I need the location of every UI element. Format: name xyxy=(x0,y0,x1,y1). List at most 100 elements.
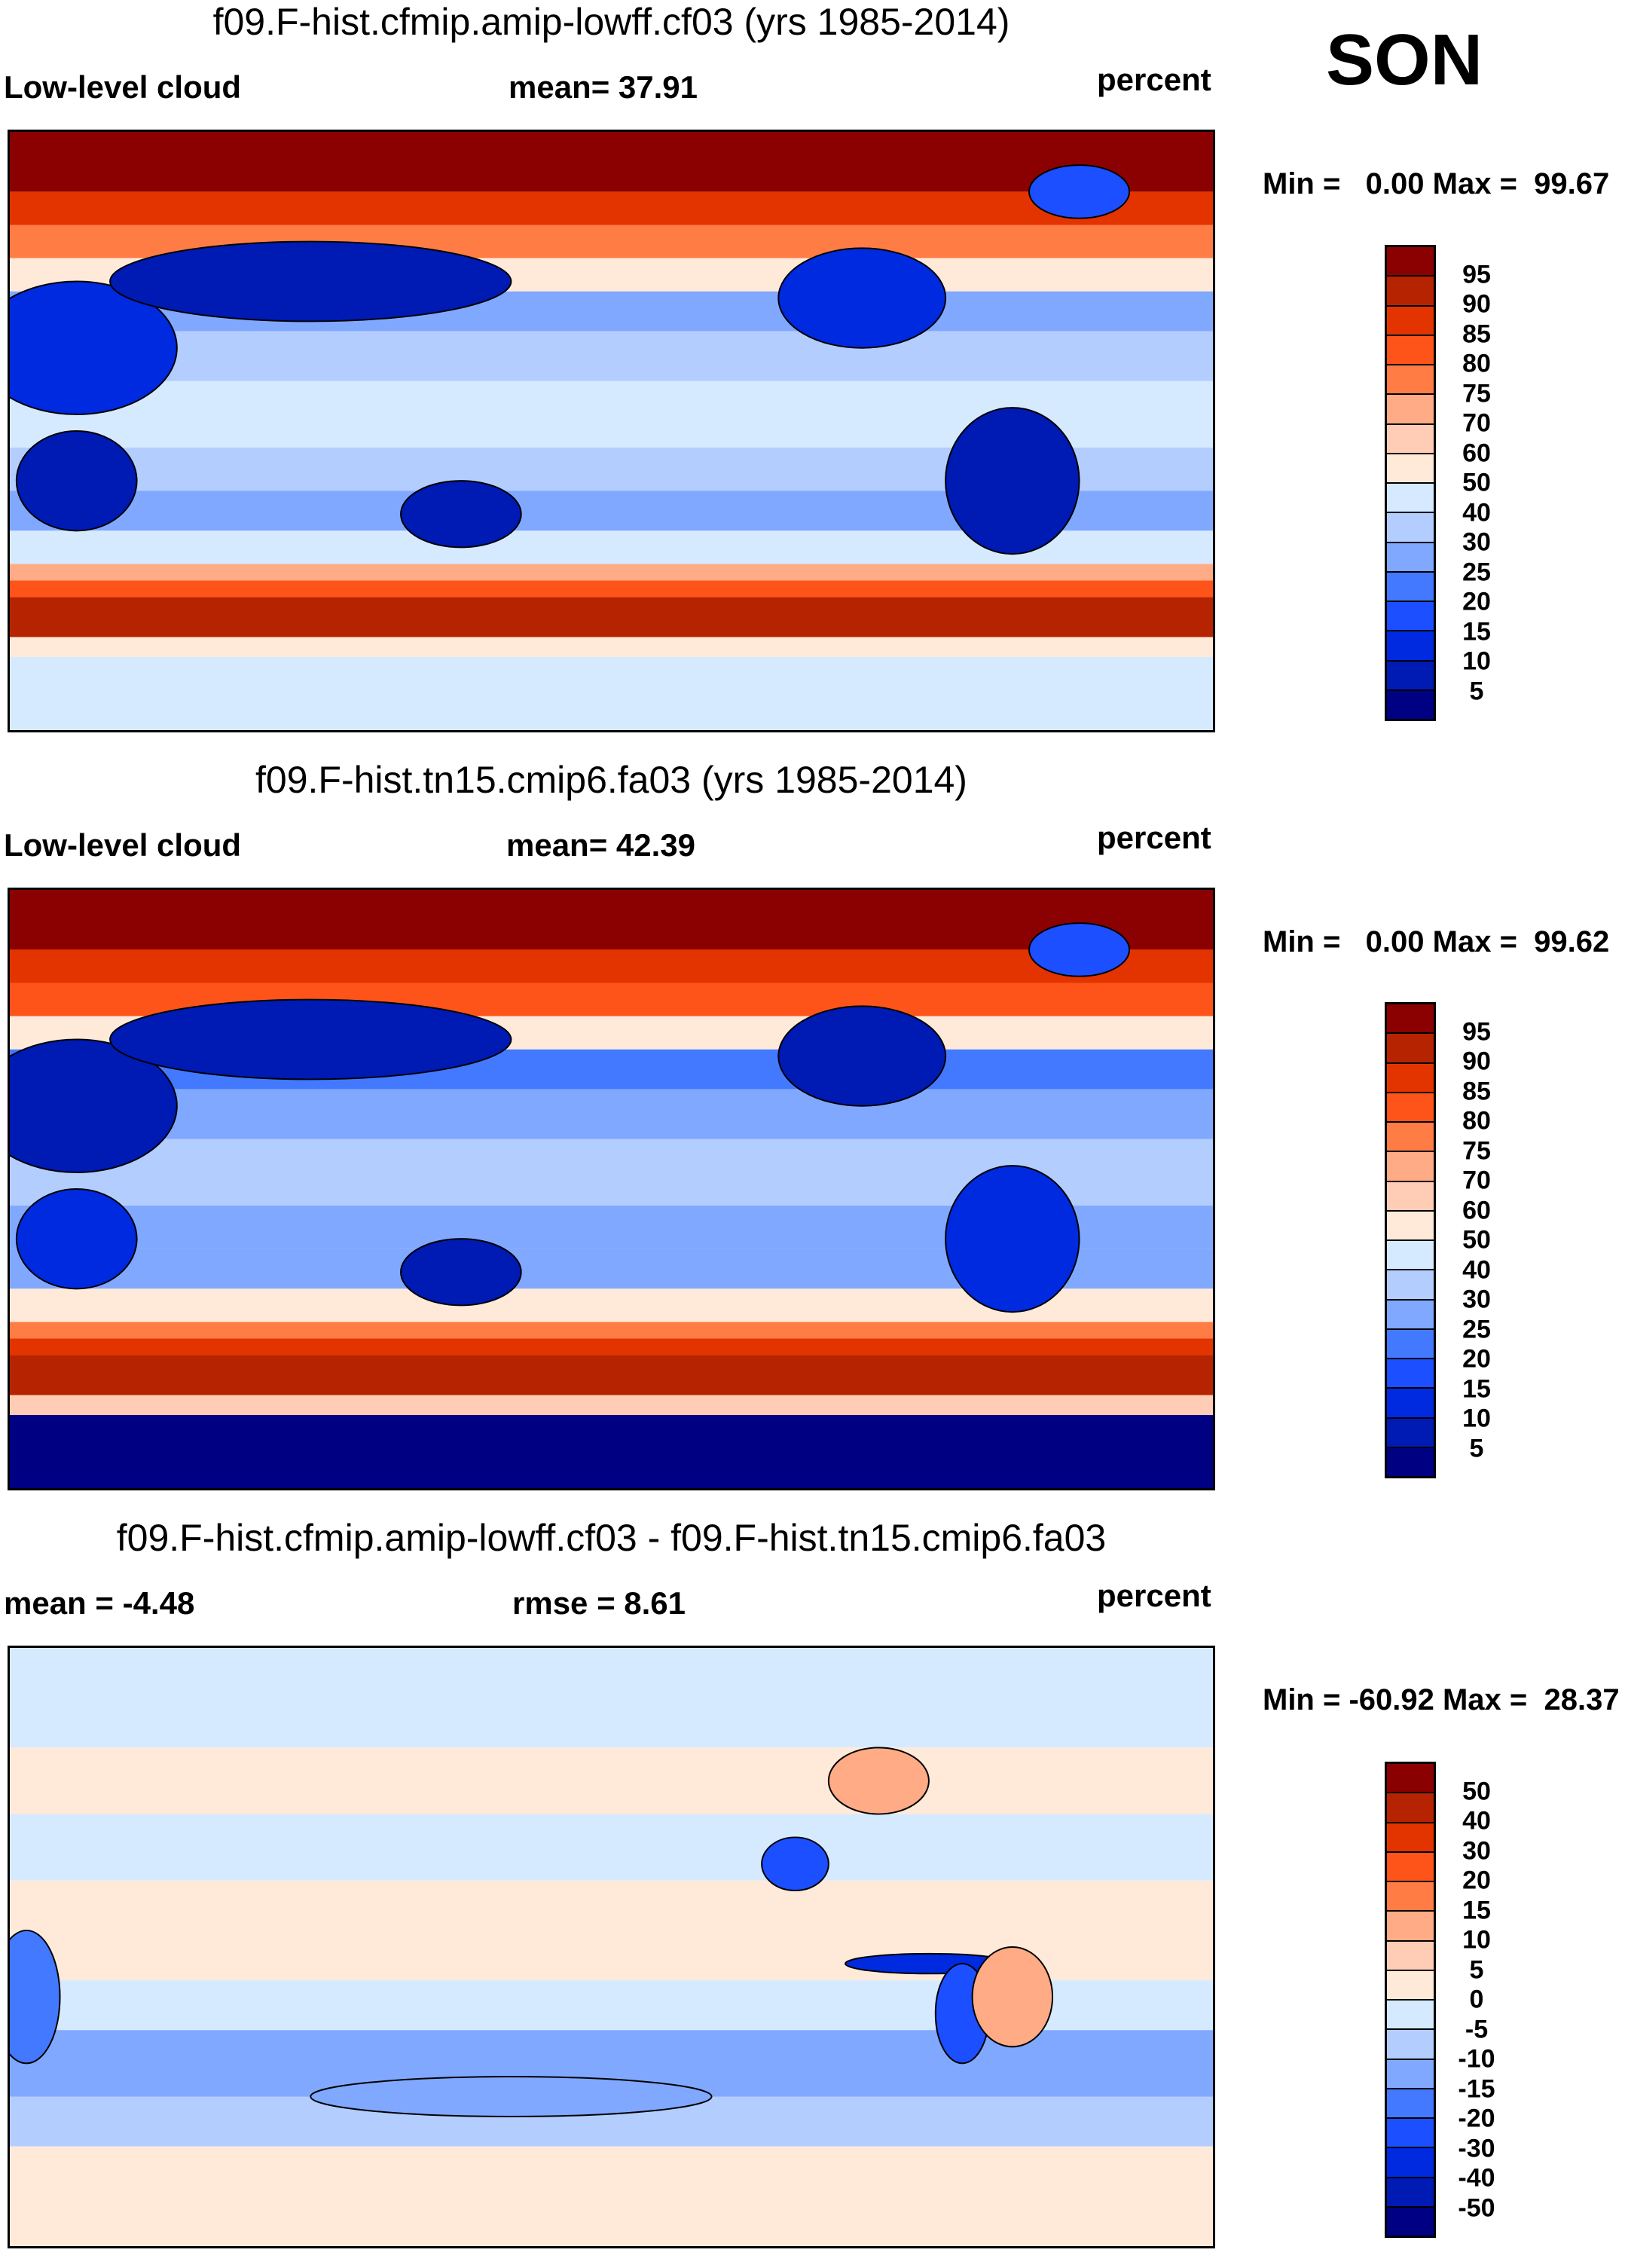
colorbar-swatch xyxy=(1387,2089,1434,2119)
colorbar-tick-label: -20 xyxy=(1458,2104,1495,2133)
colorbar-tick-label: 40 xyxy=(1462,1806,1491,1835)
colorbar-tick-label: -5 xyxy=(1465,2015,1489,2043)
colorbar-tick-label: 30 xyxy=(1462,1836,1491,1865)
contour-band xyxy=(10,1355,1213,1395)
contour-region xyxy=(15,430,138,532)
contour-region xyxy=(945,407,1080,555)
colorbar-tick-label: 50 xyxy=(1462,1225,1491,1255)
colorbar-tick-label: 15 xyxy=(1462,617,1491,646)
contour-band xyxy=(10,1322,1213,1339)
contour-band xyxy=(10,1089,1213,1139)
colorbar-swatch xyxy=(1387,1063,1434,1093)
colorbar-swatch xyxy=(1387,247,1434,277)
colorbar-tick-label: -15 xyxy=(1458,2074,1495,2103)
panel-3-map xyxy=(8,1646,1215,2248)
season-label: SON xyxy=(1326,20,1483,100)
colorbar-tick-label: -30 xyxy=(1458,2134,1495,2163)
colorbar-tick-label: 60 xyxy=(1462,439,1491,467)
colorbar-swatch xyxy=(1387,1764,1434,1794)
colorbar-swatch xyxy=(1387,1211,1434,1241)
colorbar-tick-label: 5 xyxy=(1469,677,1484,705)
colorbar-swatch xyxy=(1387,1389,1434,1419)
colorbar-swatch xyxy=(1387,1329,1434,1359)
colorbar-tick-label: 90 xyxy=(1462,1047,1491,1076)
panel-2-colorbar xyxy=(1385,1002,1436,1478)
colorbar-swatch xyxy=(1387,513,1434,543)
panel-2-map xyxy=(8,888,1215,1490)
contour-band xyxy=(10,1648,1213,1748)
colorbar-swatch xyxy=(1387,277,1434,307)
colorbar-swatch xyxy=(1387,2059,1434,2089)
contour-region xyxy=(777,247,947,349)
colorbar-tick-label: 15 xyxy=(1462,1374,1491,1403)
colorbar-swatch xyxy=(1387,306,1434,336)
contour-band xyxy=(10,1338,1213,1356)
panel-3-mean-label: mean = -4.48 xyxy=(4,1585,195,1621)
colorbar-swatch xyxy=(1387,1823,1434,1853)
colorbar-tick-label: 90 xyxy=(1462,289,1491,319)
colorbar-swatch xyxy=(1387,631,1434,662)
contour-region xyxy=(1028,922,1131,977)
contour-region xyxy=(310,2076,713,2117)
colorbar-tick-label: 50 xyxy=(1462,1777,1491,1805)
contour-band xyxy=(10,191,1213,225)
contour-region xyxy=(109,240,512,322)
panel-2-units-label: percent xyxy=(1097,820,1211,855)
colorbar-tick-label: 85 xyxy=(1462,319,1491,348)
colorbar-swatch xyxy=(1387,1241,1434,1271)
panel-1-mean-label: mean= 37.91 xyxy=(509,69,698,105)
colorbar-swatch xyxy=(1387,1123,1434,1153)
colorbar-swatch xyxy=(1387,690,1434,719)
contour-region xyxy=(945,1165,1080,1313)
colorbar-tick-label: 85 xyxy=(1462,1077,1491,1105)
colorbar-tick-label: 40 xyxy=(1462,1255,1491,1284)
contour-region xyxy=(761,1836,829,1892)
panel-2-title: f09.F-hist.tn15.cmip6.fa03 (yrs 1985-201… xyxy=(255,759,967,801)
colorbar-tick-label: 25 xyxy=(1462,1315,1491,1343)
contour-band xyxy=(10,331,1213,381)
contour-band xyxy=(10,637,1213,657)
contour-band xyxy=(10,949,1213,983)
panel-3-colorbar xyxy=(1385,1762,1436,2238)
colorbar-tick-label: 30 xyxy=(1462,527,1491,557)
contour-band xyxy=(10,1395,1213,1415)
colorbar-swatch xyxy=(1387,1359,1434,1389)
colorbar-tick-label: 10 xyxy=(1462,1925,1491,1955)
colorbar-swatch xyxy=(1387,335,1434,365)
contour-band xyxy=(10,890,1213,950)
panel-1-variable-label: Low-level cloud xyxy=(4,69,242,105)
colorbar-swatch xyxy=(1387,2148,1434,2178)
panel-2-mean-label: mean= 42.39 xyxy=(506,827,696,863)
colorbar-tick-label: 30 xyxy=(1462,1285,1491,1314)
contour-band xyxy=(10,1814,1213,1881)
contour-band xyxy=(10,656,1213,730)
colorbar-tick-label: -50 xyxy=(1458,2193,1495,2222)
contour-region xyxy=(10,280,178,415)
contour-band xyxy=(10,1414,1213,1488)
colorbar-tick-label: 75 xyxy=(1462,379,1491,408)
colorbar-swatch xyxy=(1387,2207,1434,2236)
contour-band xyxy=(10,132,1213,192)
colorbar-tick-label: 70 xyxy=(1462,1166,1491,1195)
colorbar-swatch xyxy=(1387,543,1434,573)
colorbar-swatch xyxy=(1387,1970,1434,2001)
panel-3-title: f09.F-hist.cfmip.amip-lowff.cf03 - f09.F… xyxy=(116,1517,1107,1559)
colorbar-swatch xyxy=(1387,1941,1434,1971)
colorbar-tick-label: 60 xyxy=(1462,1196,1491,1224)
panel-2-variable-label: Low-level cloud xyxy=(4,827,242,863)
colorbar-swatch xyxy=(1387,1181,1434,1212)
contour-region xyxy=(10,1038,178,1173)
panel-1-colorbar xyxy=(1385,245,1436,721)
panel-2-minmax: Min = 0.00 Max = 99.62 xyxy=(1263,925,1610,958)
colorbar-swatch xyxy=(1387,1152,1434,1182)
colorbar-swatch xyxy=(1387,1093,1434,1123)
colorbar-tick-label: 25 xyxy=(1462,558,1491,586)
colorbar-tick-label: 5 xyxy=(1469,1955,1484,1984)
colorbar-tick-label: 20 xyxy=(1462,1344,1491,1374)
colorbar-swatch xyxy=(1387,1004,1434,1035)
colorbar-tick-label: -10 xyxy=(1458,2044,1495,2074)
contour-band xyxy=(10,564,1213,581)
colorbar-tick-label: 10 xyxy=(1462,646,1491,676)
colorbar-swatch xyxy=(1387,1912,1434,1942)
colorbar-tick-label: 75 xyxy=(1462,1136,1491,1165)
